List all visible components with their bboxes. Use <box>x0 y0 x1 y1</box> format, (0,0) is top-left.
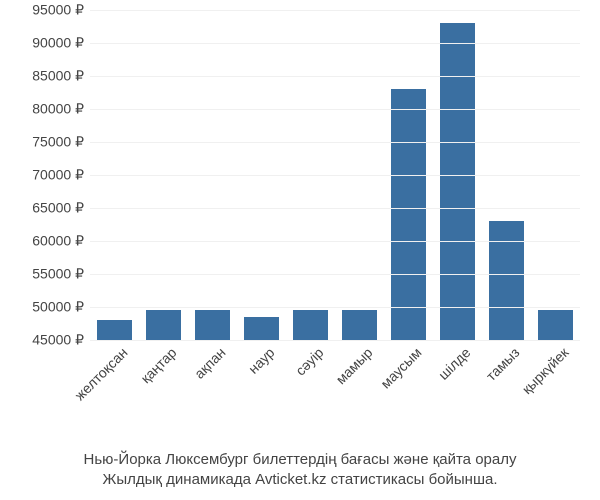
x-tick-label: желтоқсан <box>67 340 130 403</box>
grid-line <box>90 307 580 308</box>
y-tick-label: 90000 ₽ <box>32 35 90 52</box>
price-chart: 45000 ₽ 50000 ₽ 55000 ₽ 60000 ₽ 65000 ₽ 70000… <box>0 0 600 500</box>
y-tick-label: 75000 ₽ <box>32 134 90 151</box>
caption-line-2: Жылдық динамикада Avticket.kz статистика… <box>0 470 600 490</box>
x-tick-label: наур <box>240 340 277 377</box>
bar <box>195 310 230 340</box>
x-tick-label: маусым <box>373 340 424 391</box>
x-tick-label: сәуір <box>287 340 326 379</box>
y-tick-label: 45000 ₽ <box>32 332 90 349</box>
bar <box>489 221 524 340</box>
bar <box>538 310 573 340</box>
y-tick-label: 85000 ₽ <box>32 68 90 85</box>
grid-line <box>90 142 580 143</box>
caption-line-1: Нью-Йорка Люксембург билеттердің бағасы … <box>0 450 600 470</box>
y-tick-label: 60000 ₽ <box>32 233 90 250</box>
bar <box>146 310 181 340</box>
y-tick-label: 95000 ₽ <box>32 2 90 19</box>
grid-line <box>90 76 580 77</box>
x-tick-label: ақпан <box>186 340 228 382</box>
x-tick-label: шілде <box>430 340 473 383</box>
bar <box>293 310 328 340</box>
x-tick-label: мамыр <box>328 340 375 387</box>
grid-line <box>90 109 580 110</box>
grid-line <box>90 175 580 176</box>
grid-line <box>90 208 580 209</box>
plot-area: 45000 ₽50000 ₽55000 ₽60000 ₽65000 ₽70000… <box>90 10 580 340</box>
x-tick-label: тамыз <box>478 340 522 384</box>
grid-line <box>90 274 580 275</box>
bar <box>391 89 426 340</box>
bar <box>342 310 377 340</box>
y-tick-label: 50000 ₽ <box>32 299 90 316</box>
bar <box>244 317 279 340</box>
x-tick-label: қаңтар <box>133 340 179 386</box>
y-tick-label: 65000 ₽ <box>32 200 90 217</box>
grid-line <box>90 10 580 11</box>
bar <box>97 320 132 340</box>
grid-line <box>90 241 580 242</box>
bar <box>440 23 475 340</box>
y-tick-label: 80000 ₽ <box>32 101 90 118</box>
grid-line <box>90 43 580 44</box>
chart-caption: Нью-Йорка Люксембург билеттердің бағасы … <box>0 450 600 491</box>
y-tick-label: 70000 ₽ <box>32 167 90 184</box>
y-tick-label: 55000 ₽ <box>32 266 90 283</box>
x-tick-label: қыркүйек <box>514 340 571 397</box>
